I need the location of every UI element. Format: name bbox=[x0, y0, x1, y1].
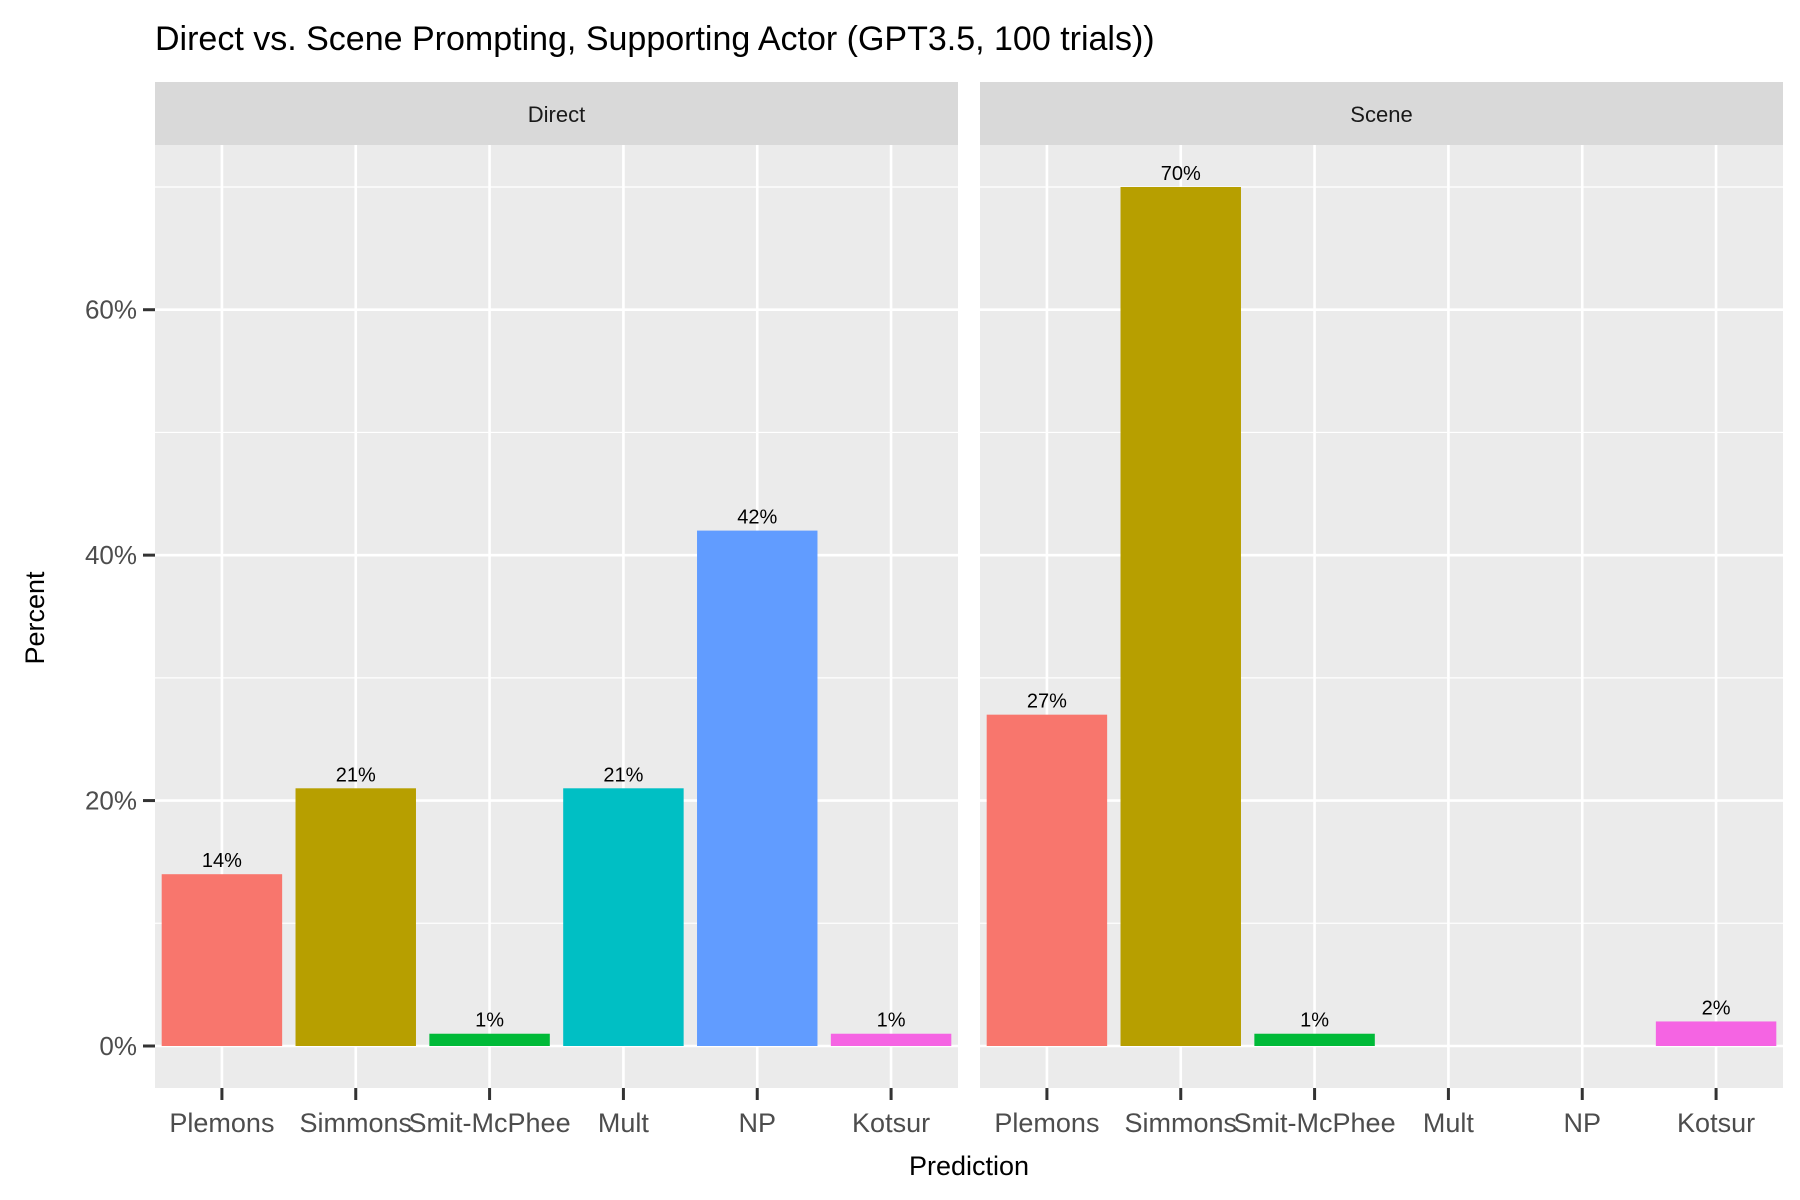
bar-smit-mcphee bbox=[1254, 1033, 1375, 1046]
bar-data-label: 1% bbox=[1300, 1010, 1329, 1032]
x-tick-label: Smit-McPhee bbox=[1234, 1108, 1396, 1138]
x-tick-label: Simmons bbox=[1124, 1108, 1237, 1138]
panel-scene: Scene 27% Plemons 70% Simmons 1% Smit-McPhee Mu… bbox=[980, 82, 1783, 1138]
bar-data-label: 27% bbox=[1027, 691, 1067, 713]
x-tick-label: Simmons bbox=[299, 1108, 412, 1138]
bar-kotsur bbox=[830, 1033, 952, 1046]
y-tick-label: 40% bbox=[85, 540, 137, 570]
bar-data-label: 70% bbox=[1161, 163, 1201, 185]
bar-data-label: 21% bbox=[336, 764, 376, 786]
x-tick-label: Kotsur bbox=[1677, 1108, 1755, 1138]
bar-smit-mcphee bbox=[429, 1033, 550, 1046]
chart-title: Direct vs. Scene Prompting, Supporting A… bbox=[155, 20, 1155, 58]
panel-background bbox=[155, 145, 958, 1088]
bar-plemons bbox=[161, 874, 283, 1046]
panel-direct: Direct 14% Plemons 21% Simmons 1% Smit-McPhee 2… bbox=[155, 82, 958, 1138]
bar-data-label: 42% bbox=[737, 507, 777, 529]
bar-mult bbox=[563, 788, 684, 1046]
bar-simmons bbox=[1120, 187, 1241, 1046]
x-tick-label: Plemons bbox=[994, 1108, 1099, 1138]
x-tick-label: Smit-McPhee bbox=[409, 1108, 571, 1138]
bar-data-label: 2% bbox=[1702, 997, 1731, 1019]
x-axis-label: Prediction bbox=[909, 1151, 1029, 1181]
panel-background bbox=[980, 145, 1783, 1088]
x-tick-label: NP bbox=[1563, 1108, 1601, 1138]
y-tick-label: 20% bbox=[85, 786, 137, 816]
facet-panels: Direct 14% Plemons 21% Simmons 1% Smit-McPhee 2… bbox=[155, 82, 1783, 1138]
x-tick-label: Mult bbox=[598, 1108, 650, 1138]
y-axis-label: Percent bbox=[20, 571, 50, 665]
x-tick-label: NP bbox=[738, 1108, 776, 1138]
y-axis: 0% 20% 40% 60% bbox=[85, 295, 155, 1061]
bar-data-label: 1% bbox=[877, 1010, 906, 1032]
bar-data-label: 1% bbox=[475, 1010, 504, 1032]
facet-strip bbox=[980, 82, 1783, 145]
bar-simmons bbox=[295, 788, 416, 1046]
x-tick-label: Plemons bbox=[169, 1108, 274, 1138]
facet-strip bbox=[155, 82, 958, 145]
x-tick-label: Kotsur bbox=[852, 1108, 930, 1138]
bar-plemons bbox=[986, 714, 1108, 1046]
bar-kotsur bbox=[1655, 1021, 1777, 1046]
y-tick-label: 0% bbox=[99, 1031, 137, 1061]
y-tick-label: 60% bbox=[85, 295, 137, 325]
facet-strip-label: Scene bbox=[1350, 102, 1412, 127]
facet-strip-label: Direct bbox=[528, 102, 585, 127]
x-tick-label: Mult bbox=[1423, 1108, 1475, 1138]
bar-np bbox=[697, 530, 818, 1046]
bar-data-label: 21% bbox=[603, 764, 643, 786]
bar-data-label: 14% bbox=[202, 850, 242, 872]
